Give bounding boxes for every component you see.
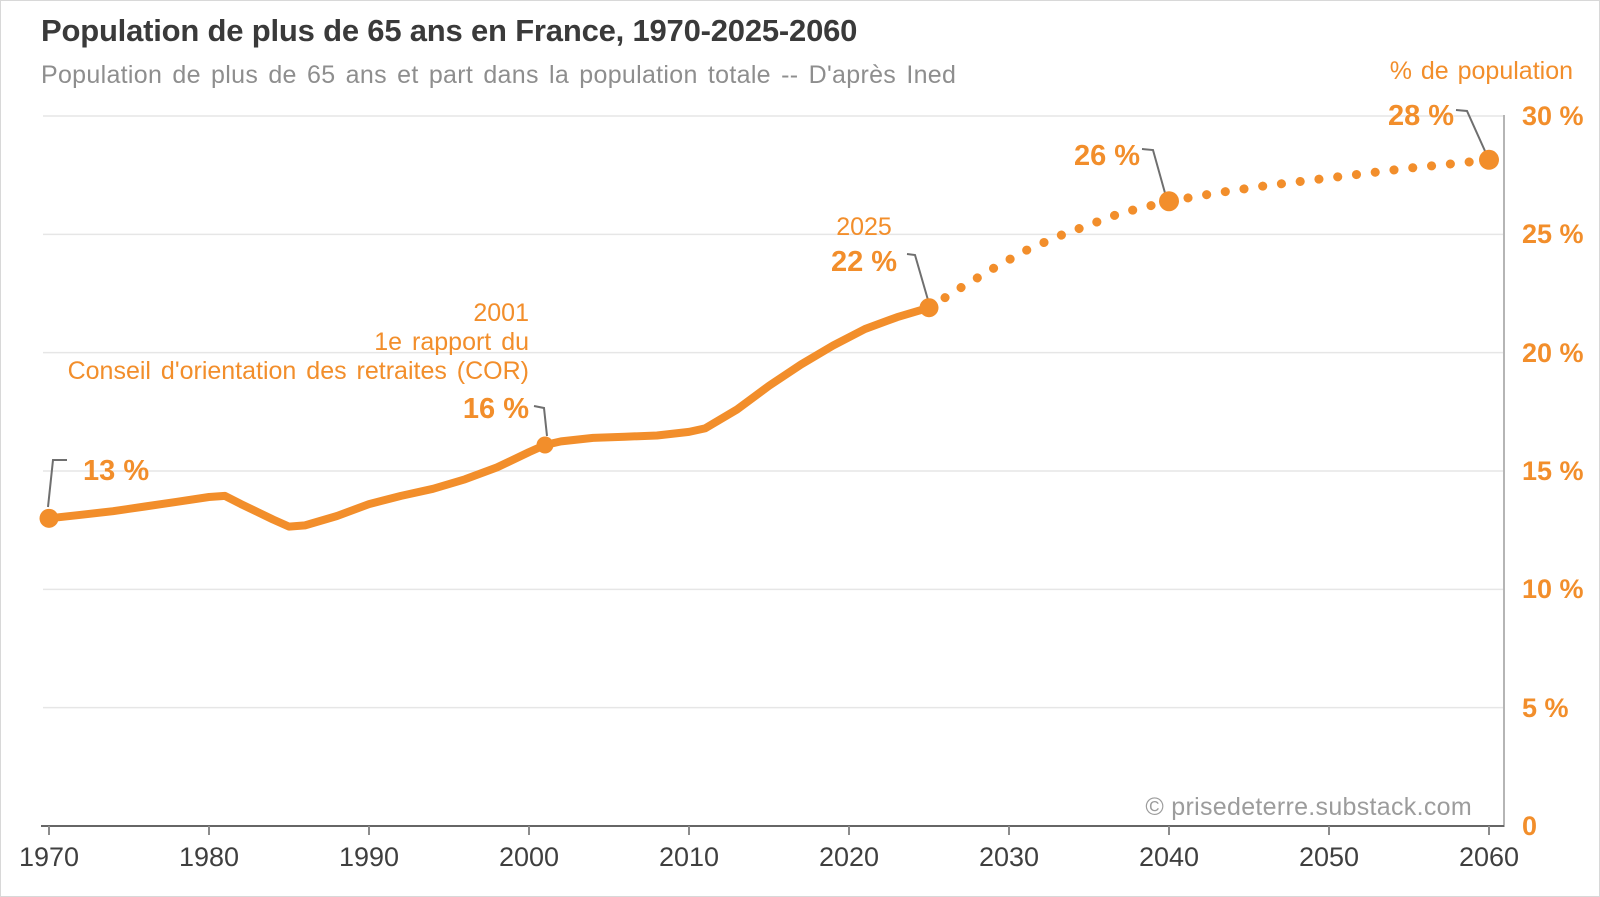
- y-axis-tick-label: 0: [1522, 811, 1538, 841]
- y-axis-title: % de population: [1389, 57, 1573, 85]
- annotation-2025-value: 22 %: [830, 246, 898, 278]
- annotation-2060-value: 28 %: [1387, 100, 1455, 132]
- leader-line: [1455, 109, 1486, 152]
- x-axis-tick-label: 1980: [178, 842, 240, 872]
- data-point-marker: [1159, 191, 1179, 212]
- x-axis-tick-label: 2060: [1458, 842, 1520, 872]
- y-axis-tick-label: 25 %: [1522, 219, 1584, 250]
- x-axis-tick-label: 1990: [338, 842, 400, 872]
- chart-title: Population de plus de 65 ans en France, …: [41, 13, 858, 48]
- leader-line: [906, 253, 929, 301]
- x-axis-tick-label: 2000: [498, 842, 560, 872]
- annotation-2001-year: 2001: [473, 299, 529, 327]
- annotation-2001-line2: 1e rapport du: [374, 328, 529, 356]
- data-point-marker: [1479, 149, 1499, 170]
- annotation-2001-value: 16 %: [462, 393, 529, 425]
- y-axis-tick-label: 30 %: [1522, 101, 1584, 131]
- annotation-2060: 28 %: [1381, 101, 1461, 131]
- watermark: © prisedeterre.substack.com: [1145, 793, 1472, 821]
- annotation-2040: 26 %: [1067, 141, 1147, 171]
- annotation-1970-value: 13 %: [83, 455, 150, 487]
- data-point-marker: [919, 298, 939, 318]
- annotation-2025: 2025 22 %: [794, 213, 934, 277]
- leader-line: [1141, 148, 1166, 194]
- leader-line: [533, 405, 548, 437]
- data-point-marker: [536, 436, 554, 454]
- y-axis-tick-label: 5 %: [1522, 692, 1569, 723]
- x-axis-tick-label: 2030: [978, 842, 1040, 872]
- y-axis-tick-label: 20 %: [1522, 337, 1584, 368]
- y-axis-tick-label: 10 %: [1522, 574, 1584, 605]
- annotation-2040-value: 26 %: [1073, 140, 1141, 172]
- x-axis-tick-label: 2050: [1298, 842, 1360, 872]
- leader-line: [47, 459, 67, 508]
- x-axis-tick-label: 2040: [1138, 842, 1200, 872]
- x-axis-tick-label: 2020: [818, 842, 880, 872]
- series-observed-line: [45, 303, 933, 531]
- annotation-2001-cor: 2001 1e rapport du Conseil d'orientation…: [41, 299, 529, 424]
- annotation-2025-year: 2025: [836, 213, 892, 241]
- x-axis-tick-label: 1970: [18, 842, 80, 872]
- x-axis-tick-label: 2010: [658, 842, 720, 872]
- y-axis-tick-label: 15 %: [1522, 456, 1584, 486]
- annotation-1970: 13 %: [83, 456, 149, 486]
- annotation-2001-line3: Conseil d'orientation des retraites (COR…: [67, 357, 529, 385]
- data-point-marker: [39, 508, 59, 528]
- chart-subtitle: Population de plus de 65 ans et part dan…: [41, 61, 957, 89]
